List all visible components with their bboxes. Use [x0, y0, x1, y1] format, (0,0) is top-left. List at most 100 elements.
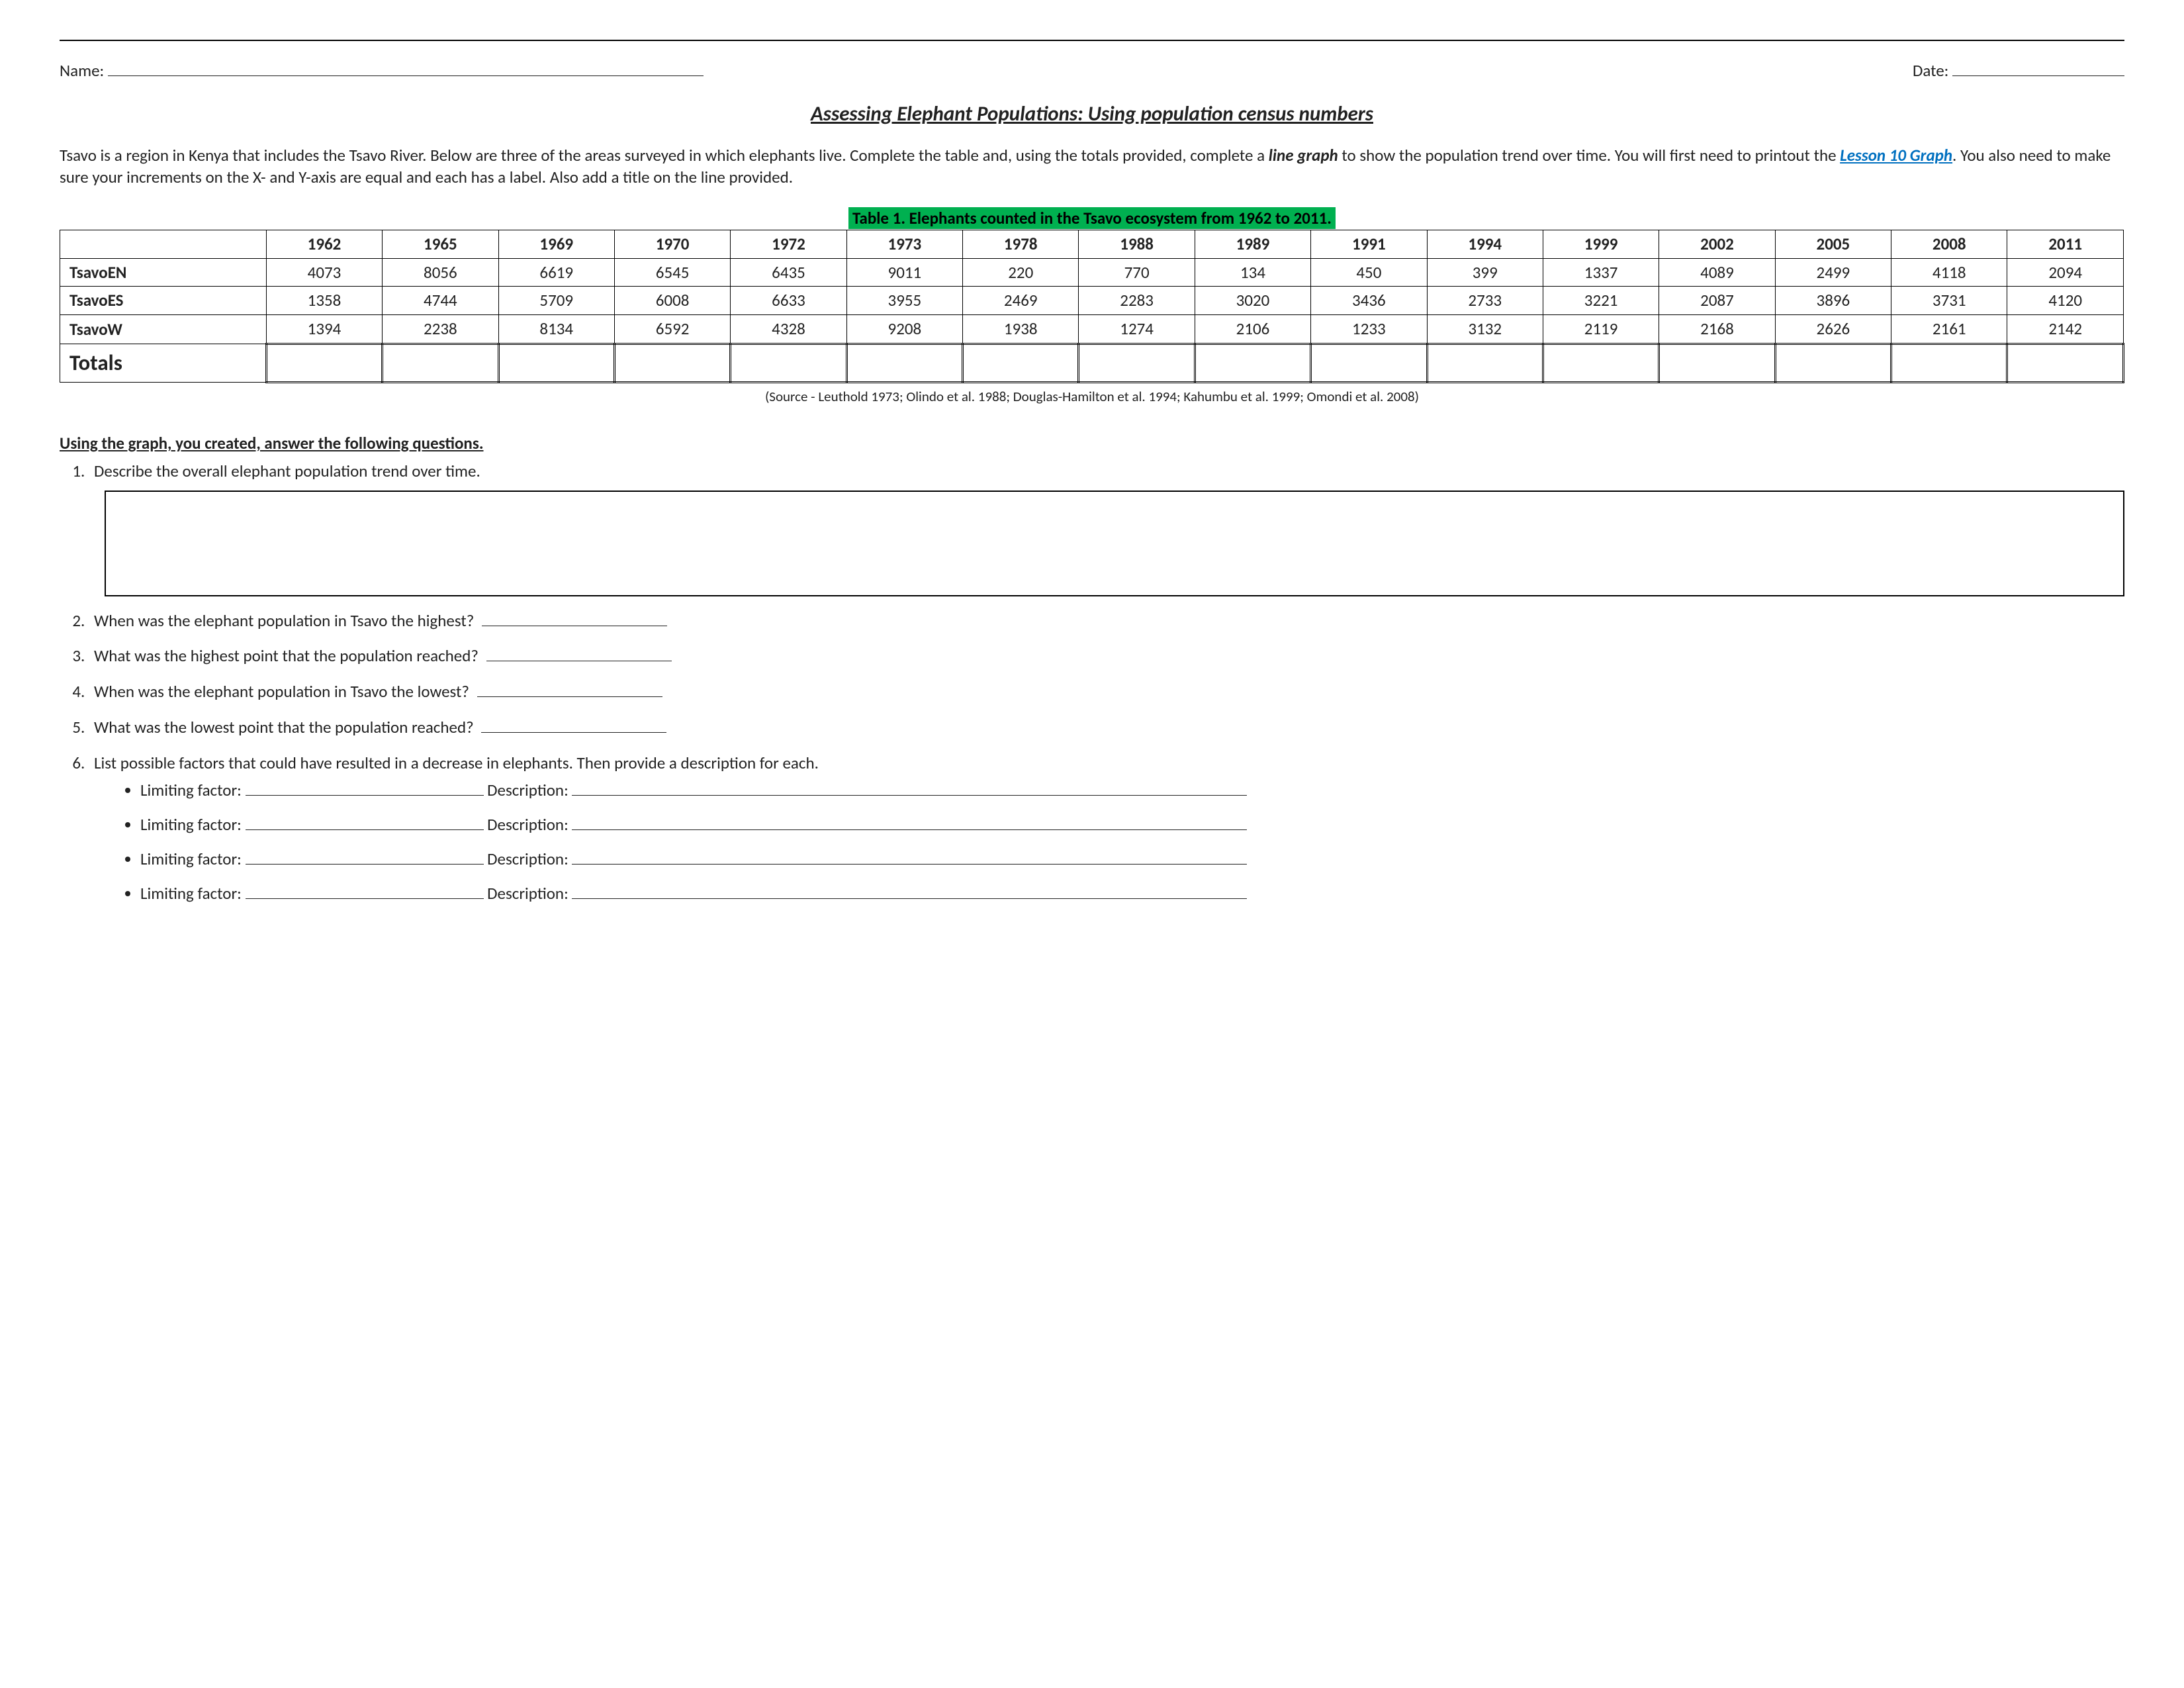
- data-cell: 3221: [1543, 287, 1659, 315]
- totals-cell[interactable]: [614, 344, 730, 382]
- data-cell: 1233: [1311, 315, 1427, 344]
- data-cell: 2238: [383, 315, 498, 344]
- table-caption: Table 1. Elephants counted in the Tsavo …: [60, 207, 2124, 230]
- data-cell: 770: [1079, 258, 1195, 287]
- year-header: 1962: [266, 230, 382, 258]
- data-cell: 220: [963, 258, 1079, 287]
- q3-text: What was the highest point that the popu…: [94, 645, 478, 666]
- data-cell: 3731: [1891, 287, 2007, 315]
- lf-blank[interactable]: [246, 864, 484, 865]
- year-header: 2005: [1775, 230, 1891, 258]
- totals-cell[interactable]: [1543, 344, 1659, 382]
- limiting-factor-item: Limiting factor: Description:: [140, 779, 2124, 802]
- name-date-row: Name: Date:: [60, 60, 2124, 82]
- q1-text: Describe the overall elephant population…: [94, 461, 480, 481]
- data-cell: 2499: [1775, 258, 1891, 287]
- q5-blank[interactable]: [481, 732, 666, 733]
- intro-part1: Tsavo is a region in Kenya that includes…: [60, 145, 1269, 165]
- data-cell: 8134: [498, 315, 614, 344]
- desc-blank[interactable]: [572, 829, 1247, 830]
- limiting-factor-item: Limiting factor: Description:: [140, 814, 2124, 836]
- lf-blank[interactable]: [246, 898, 484, 899]
- date-blank[interactable]: [1952, 75, 2124, 76]
- data-cell: 2119: [1543, 315, 1659, 344]
- table-caption-text: Table 1. Elephants counted in the Tsavo …: [848, 207, 1336, 229]
- totals-cell[interactable]: [383, 344, 498, 382]
- lf-label: Limiting factor:: [140, 814, 242, 835]
- data-cell: 4744: [383, 287, 498, 315]
- totals-cell[interactable]: [1311, 344, 1427, 382]
- totals-cell[interactable]: [1891, 344, 2007, 382]
- data-cell: 450: [1311, 258, 1427, 287]
- desc-blank[interactable]: [572, 795, 1247, 796]
- table-corner-cell: [60, 230, 267, 258]
- elephant-table: 1962196519691970197219731978198819891991…: [60, 230, 2124, 383]
- totals-cell[interactable]: [846, 344, 962, 382]
- q1-answer-box[interactable]: [105, 491, 2124, 596]
- data-cell: 2094: [2007, 258, 2124, 287]
- data-cell: 1337: [1543, 258, 1659, 287]
- data-cell: 3436: [1311, 287, 1427, 315]
- totals-cell[interactable]: [1195, 344, 1310, 382]
- lf-label: Limiting factor:: [140, 849, 242, 869]
- year-header: 1991: [1311, 230, 1427, 258]
- lf-label: Limiting factor:: [140, 883, 242, 904]
- lf-label: Limiting factor:: [140, 780, 242, 800]
- totals-label: Totals: [60, 344, 267, 382]
- questions-heading: Using the graph, you created, answer the…: [60, 432, 2124, 455]
- data-cell: 1394: [266, 315, 382, 344]
- totals-cell[interactable]: [266, 344, 382, 382]
- lf-blank[interactable]: [246, 795, 484, 796]
- data-cell: 4089: [1659, 258, 1775, 287]
- name-label: Name:: [60, 60, 104, 81]
- year-header: 1989: [1195, 230, 1310, 258]
- desc-label: Description:: [487, 814, 569, 835]
- row-label: TsavoW: [60, 315, 267, 344]
- name-blank[interactable]: [108, 75, 704, 76]
- desc-label: Description:: [487, 780, 569, 800]
- table-source: (Source - Leuthold 1973; Olindo et al. 1…: [60, 387, 2124, 406]
- totals-cell[interactable]: [2007, 344, 2124, 382]
- year-header: 1999: [1543, 230, 1659, 258]
- data-cell: 2106: [1195, 315, 1310, 344]
- data-cell: 134: [1195, 258, 1310, 287]
- question-1: Describe the overall elephant population…: [89, 460, 2124, 596]
- data-cell: 3955: [846, 287, 962, 315]
- year-header: 1965: [383, 230, 498, 258]
- totals-cell[interactable]: [1659, 344, 1775, 382]
- data-cell: 6008: [614, 287, 730, 315]
- totals-cell[interactable]: [1775, 344, 1891, 382]
- q5-text: What was the lowest point that the popul…: [94, 717, 474, 737]
- year-header: 1972: [731, 230, 846, 258]
- totals-cell[interactable]: [963, 344, 1079, 382]
- lesson-10-graph-link[interactable]: Lesson 10 Graph: [1840, 145, 1952, 165]
- year-header: 1988: [1079, 230, 1195, 258]
- data-cell: 6592: [614, 315, 730, 344]
- desc-blank[interactable]: [572, 864, 1247, 865]
- year-header: 1994: [1427, 230, 1543, 258]
- data-cell: 6633: [731, 287, 846, 315]
- data-cell: 2733: [1427, 287, 1543, 315]
- totals-cell[interactable]: [1427, 344, 1543, 382]
- intro-paragraph: Tsavo is a region in Kenya that includes…: [60, 144, 2124, 189]
- page-title: Assessing Elephant Populations: Using po…: [60, 101, 2124, 128]
- lf-blank[interactable]: [246, 829, 484, 830]
- data-cell: 9208: [846, 315, 962, 344]
- date-field: Date:: [1913, 60, 2124, 82]
- totals-cell[interactable]: [1079, 344, 1195, 382]
- table-row: TsavoEN407380566619654564359011220770134…: [60, 258, 2124, 287]
- year-header: 1970: [614, 230, 730, 258]
- data-cell: 2087: [1659, 287, 1775, 315]
- q4-blank[interactable]: [477, 696, 662, 697]
- question-2: When was the elephant population in Tsav…: [89, 610, 2124, 632]
- data-cell: 9011: [846, 258, 962, 287]
- table-row: TsavoES135847445709600866333955246922833…: [60, 287, 2124, 315]
- year-header: 1973: [846, 230, 962, 258]
- totals-cell[interactable]: [498, 344, 614, 382]
- intro-line-graph: line graph: [1269, 145, 1338, 165]
- name-field: Name:: [60, 60, 704, 82]
- totals-cell[interactable]: [731, 344, 846, 382]
- data-cell: 6435: [731, 258, 846, 287]
- desc-blank[interactable]: [572, 898, 1247, 899]
- row-label: TsavoES: [60, 287, 267, 315]
